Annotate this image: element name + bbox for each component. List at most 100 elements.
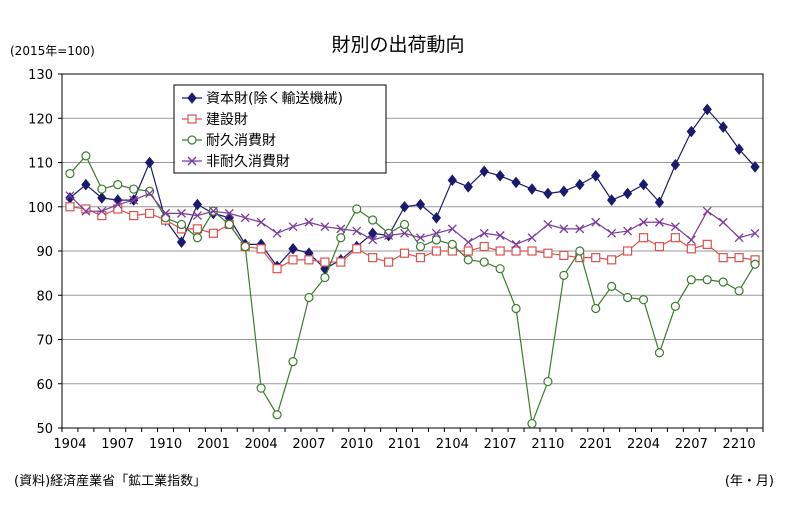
data-point	[384, 231, 394, 240]
data-point	[192, 211, 202, 221]
data-point	[129, 195, 139, 205]
data-point	[431, 212, 442, 224]
series-group	[65, 103, 760, 429]
data-point	[192, 224, 203, 234]
data-point	[543, 376, 553, 387]
data-point	[750, 259, 760, 269]
series-line	[69, 108, 756, 270]
data-point	[240, 241, 250, 252]
data-point	[224, 219, 234, 230]
data-point	[622, 292, 633, 303]
data-point	[256, 383, 266, 393]
data-point	[495, 264, 505, 274]
y-tick-label: 100	[28, 201, 53, 216]
legend-marker	[187, 156, 197, 166]
data-point	[65, 191, 75, 201]
data-point	[272, 228, 282, 238]
data-point	[750, 228, 760, 238]
data-point	[208, 228, 218, 238]
data-point	[320, 222, 330, 232]
data-point	[129, 211, 139, 221]
x-tick-label: 1907	[101, 437, 134, 452]
y-tick-label: 70	[36, 334, 53, 349]
data-point	[638, 178, 649, 191]
data-point	[527, 246, 537, 256]
source-note: (資料)経済産業省「鉱工業指数」	[14, 474, 207, 489]
series-2	[65, 202, 760, 274]
unit-label: (2015年=100)	[10, 44, 95, 58]
data-point	[81, 151, 91, 161]
data-point	[65, 168, 75, 179]
data-point	[638, 233, 649, 243]
data-point	[511, 176, 521, 189]
data-point	[607, 255, 617, 265]
data-point	[160, 213, 171, 223]
data-point	[638, 295, 649, 305]
x-tick-label: 2007	[292, 437, 325, 452]
data-point	[97, 192, 107, 204]
legend-label: 建設財	[206, 112, 248, 128]
data-point	[81, 204, 91, 214]
data-point	[65, 202, 75, 212]
data-point	[670, 233, 680, 243]
data-point	[702, 275, 712, 285]
data-point	[734, 286, 744, 296]
legend-item: 耐久消費財	[182, 133, 276, 149]
data-point	[144, 156, 155, 169]
data-point	[256, 244, 266, 254]
y-tick-label: 80	[36, 289, 53, 304]
x-tick-label: 2207	[675, 437, 708, 452]
data-point	[368, 235, 378, 245]
x-axis-unit-label: (年・月)	[724, 474, 774, 489]
data-point	[177, 208, 186, 218]
y-tick-label: 60	[36, 378, 53, 393]
data-point	[447, 174, 457, 187]
x-tick-label: 2204	[627, 437, 660, 452]
data-point	[702, 206, 712, 216]
legend-item: 非耐久消費財	[182, 154, 290, 170]
data-point	[192, 198, 203, 211]
data-point	[654, 196, 665, 209]
data-point	[288, 255, 298, 265]
data-point	[686, 275, 696, 285]
series-line	[69, 192, 756, 246]
data-point	[686, 125, 696, 138]
data-point	[368, 227, 378, 240]
data-point	[161, 208, 171, 218]
data-point	[463, 246, 473, 256]
data-point	[591, 253, 601, 263]
x-tick-label: 2010	[340, 437, 373, 452]
chart-title: 財別の出荷動向	[331, 34, 465, 56]
data-point	[718, 253, 728, 263]
data-point	[320, 257, 330, 267]
data-point	[336, 233, 346, 243]
x-tick-label: 2001	[197, 437, 230, 452]
data-point	[543, 187, 553, 200]
data-point	[81, 178, 91, 191]
data-point	[129, 184, 139, 194]
data-point	[654, 217, 664, 227]
data-point	[399, 219, 410, 230]
data-point	[113, 180, 123, 190]
data-point	[145, 186, 155, 196]
y-axis: 50 60 70 80 90 100 110 120 130	[28, 68, 62, 437]
data-point	[575, 246, 585, 256]
data-point	[113, 200, 123, 209]
data-point	[336, 257, 346, 267]
data-point	[622, 187, 633, 200]
data-point	[495, 231, 505, 240]
data-point	[272, 410, 282, 420]
data-point	[272, 264, 282, 274]
data-point	[479, 241, 489, 252]
data-point	[463, 255, 473, 265]
data-point	[224, 208, 234, 218]
data-point	[511, 246, 521, 256]
data-point	[256, 217, 266, 227]
legend-marker	[187, 114, 197, 124]
data-point	[431, 235, 441, 245]
y-tick-label: 130	[28, 68, 53, 83]
data-point	[352, 244, 362, 254]
data-point	[543, 248, 553, 258]
data-point	[607, 228, 617, 238]
